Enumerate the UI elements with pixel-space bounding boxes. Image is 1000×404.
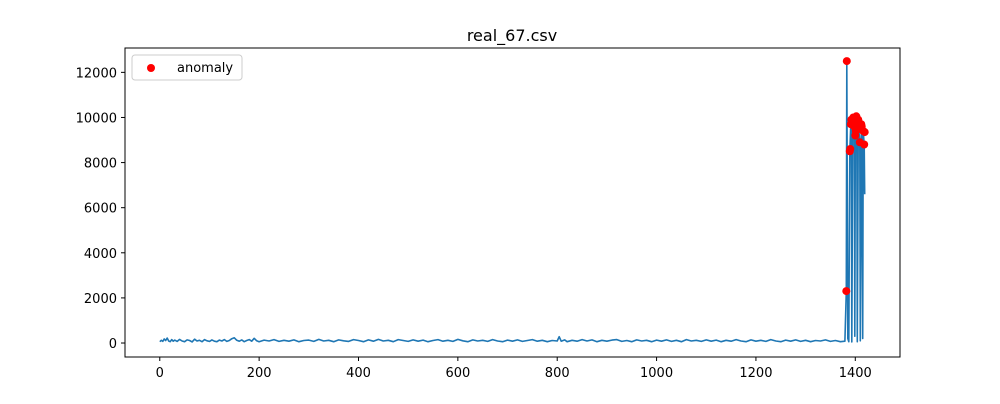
anomaly-point — [842, 57, 851, 66]
legend: anomaly — [131, 54, 243, 81]
legend-label: anomaly — [177, 61, 233, 76]
anomaly-point — [860, 140, 869, 149]
axes-frame — [124, 47, 901, 358]
y-tick-label: 10000 — [76, 111, 117, 126]
plot-area: 0 200 400 600 800 1000 1200 1400 0 2000 4000 6000 80… — [76, 47, 901, 381]
anomaly-point — [860, 128, 869, 137]
x-tick-label: 1000 — [640, 366, 673, 381]
x-tick-label: 600 — [445, 366, 470, 381]
series-line — [159, 60, 866, 343]
chart-title: real_67.csv — [467, 26, 557, 46]
x-tick-label: 800 — [545, 366, 570, 381]
y-tick-label: 12000 — [76, 66, 117, 81]
x-tick-label: 1200 — [739, 366, 772, 381]
x-tick-label: 0 — [156, 366, 164, 381]
anomaly-point — [842, 287, 851, 296]
x-tick-label: 400 — [346, 366, 371, 381]
x-tick-label: 200 — [247, 366, 272, 381]
y-tick-label: 4000 — [84, 247, 117, 262]
x-tick-label: 1400 — [839, 366, 872, 381]
legend-box — [131, 54, 243, 81]
legend-marker — [147, 64, 155, 72]
y-tick-label: 8000 — [84, 157, 117, 172]
y-tick-label: 2000 — [84, 292, 117, 307]
anomaly-point — [846, 145, 855, 153]
y-tick-label: 6000 — [84, 202, 117, 217]
y-tick-label: 0 — [109, 337, 117, 352]
